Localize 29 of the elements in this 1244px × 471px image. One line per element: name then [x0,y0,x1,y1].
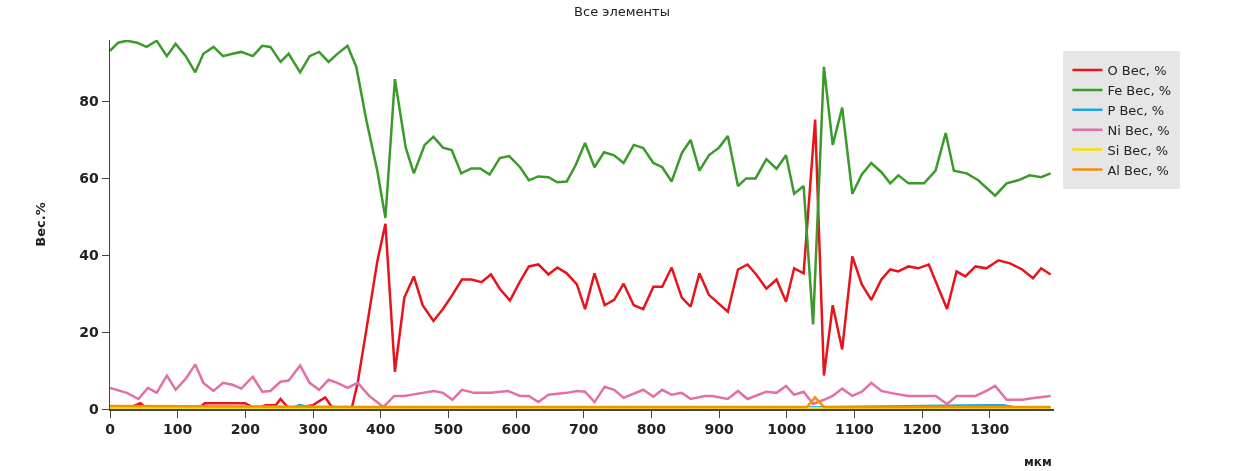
legend-label: Al Вес, % [1107,162,1169,178]
legend-label: Si Вес, % [1107,142,1169,158]
x-tick-label: 0 [105,421,116,438]
y-tick-label: 20 [79,324,99,341]
x-tick-label: 700 [569,421,599,438]
legend-label: P Вес, % [1107,102,1165,118]
x-tick-label: 1200 [902,421,942,438]
legend-label: Ni Вес, % [1107,122,1170,138]
legend-label: O Вес, % [1107,63,1167,79]
x-tick-label: 500 [433,421,464,438]
x-tick-label: 900 [704,421,734,438]
x-axis-title: мкм [1024,455,1052,469]
chart-title: Все элементы [574,4,670,20]
y-tick-label: 0 [88,400,99,417]
legend-label: Fe Вес, % [1107,82,1172,98]
y-tick-label: 80 [79,93,99,110]
y-tick-label: 60 [79,170,99,187]
x-tick-label: 400 [366,421,396,438]
x-tick-label: 200 [230,421,261,438]
y-tick-label: 40 [79,247,99,264]
x-tick-label: 600 [501,421,531,438]
x-tick-label: 300 [298,421,328,438]
line-series [110,40,1052,326]
x-tick-label: 1000 [767,421,807,438]
x-tick-label: 1300 [970,421,1010,438]
x-tick-label: 1100 [834,421,875,438]
x-tick-label: 800 [636,421,667,438]
y-axis-title: Вес.% [33,202,49,247]
x-tick-label: 100 [163,421,193,438]
